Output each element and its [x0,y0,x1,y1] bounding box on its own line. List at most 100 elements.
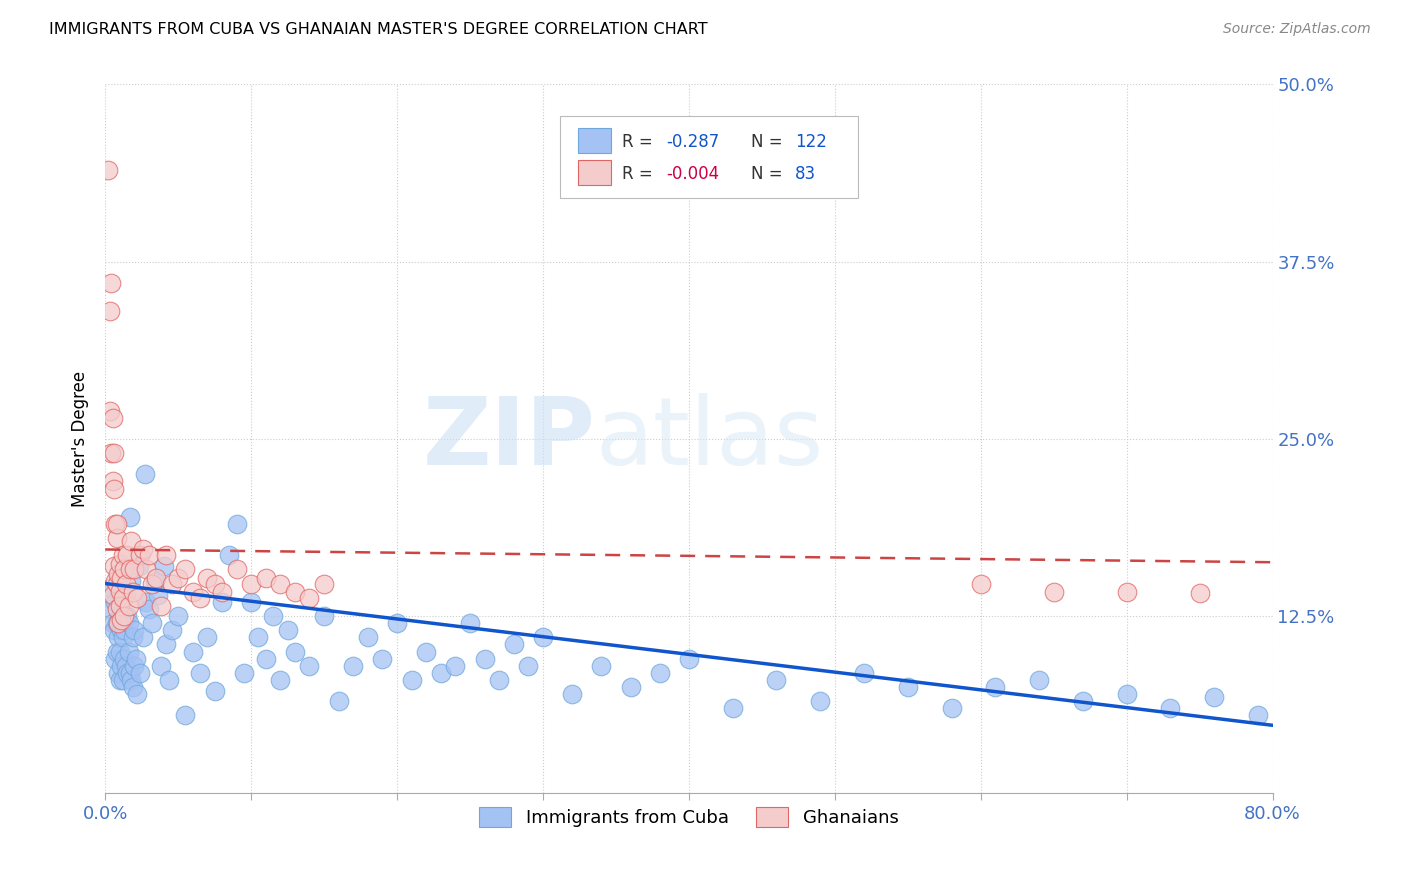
Point [247,631,270,645]
Text: 83: 83 [796,166,817,184]
Point [129,548,152,562]
Text: atlas: atlas [596,392,824,485]
Point [103,482,125,496]
Point [225,516,247,531]
Point [167,571,190,585]
Point [107,566,129,581]
Point [129,665,152,680]
Point [104,574,127,588]
Point [112,651,135,665]
Point [105,531,128,545]
Point [458,616,481,631]
Point [204,576,226,591]
Point [124,562,146,576]
Point [104,516,127,531]
Point [240,595,263,609]
Point [211,585,233,599]
Point [1115,585,1137,599]
Point [105,516,128,531]
Point [174,708,197,723]
Point [100,276,122,290]
Point [101,410,124,425]
Point [1115,687,1137,701]
Point [444,658,467,673]
Point [162,576,184,591]
Point [98,304,121,318]
Point [105,576,128,591]
Point [648,665,671,680]
Point [204,684,226,698]
Point [108,673,131,687]
Point [195,571,218,585]
Point [342,658,364,673]
Point [112,562,135,576]
Point [134,467,156,482]
Point [277,624,299,638]
Point [111,548,134,562]
Text: R =: R = [623,133,658,151]
Point [1159,701,1181,715]
Point [897,680,920,694]
Point [121,574,143,588]
Point [181,585,204,599]
Point [132,631,155,645]
Point [218,548,240,562]
Point [127,687,149,701]
Point [157,673,180,687]
Point [132,542,155,557]
Point [138,548,160,562]
Point [145,571,167,585]
Point [121,673,143,687]
Point [167,609,190,624]
Point [517,658,540,673]
Point [117,644,139,658]
Point [138,602,160,616]
Point [269,673,291,687]
Text: ZIP: ZIP [423,392,596,485]
Point [852,665,875,680]
Point [101,616,124,631]
Point [146,588,169,602]
Point [117,599,139,614]
Point [107,631,129,645]
Point [561,687,583,701]
Point [114,658,136,673]
Point [174,562,197,576]
Point [1071,694,1094,708]
Point [110,658,132,673]
Point [98,581,121,595]
Point [155,638,177,652]
Point [149,658,172,673]
Point [112,624,135,638]
Point [101,475,124,489]
Point [591,658,613,673]
Point [103,624,125,638]
Point [970,576,993,591]
Point [111,591,134,605]
Point [1204,690,1226,704]
Point [111,631,134,645]
Point [502,638,524,652]
Point [135,562,157,576]
Point [149,599,172,614]
Point [1247,708,1270,723]
Point [357,631,380,645]
Point [941,701,963,715]
Point [110,613,132,627]
Point [124,624,146,638]
Point [118,665,141,680]
Point [254,651,277,665]
FancyBboxPatch shape [561,116,858,198]
Point [195,631,218,645]
Point [121,533,143,548]
Point [127,591,149,605]
Point [314,576,336,591]
Point [141,616,163,631]
Point [430,665,453,680]
Point [415,644,437,658]
Point [128,559,150,574]
Text: IMMIGRANTS FROM CUBA VS GHANAIAN MASTER'S DEGREE CORRELATION CHART: IMMIGRANTS FROM CUBA VS GHANAIAN MASTER'… [49,22,707,37]
Point [721,701,744,715]
Point [104,651,127,665]
Legend: Immigrants from Cuba, Ghanaians: Immigrants from Cuba, Ghanaians [472,799,905,834]
